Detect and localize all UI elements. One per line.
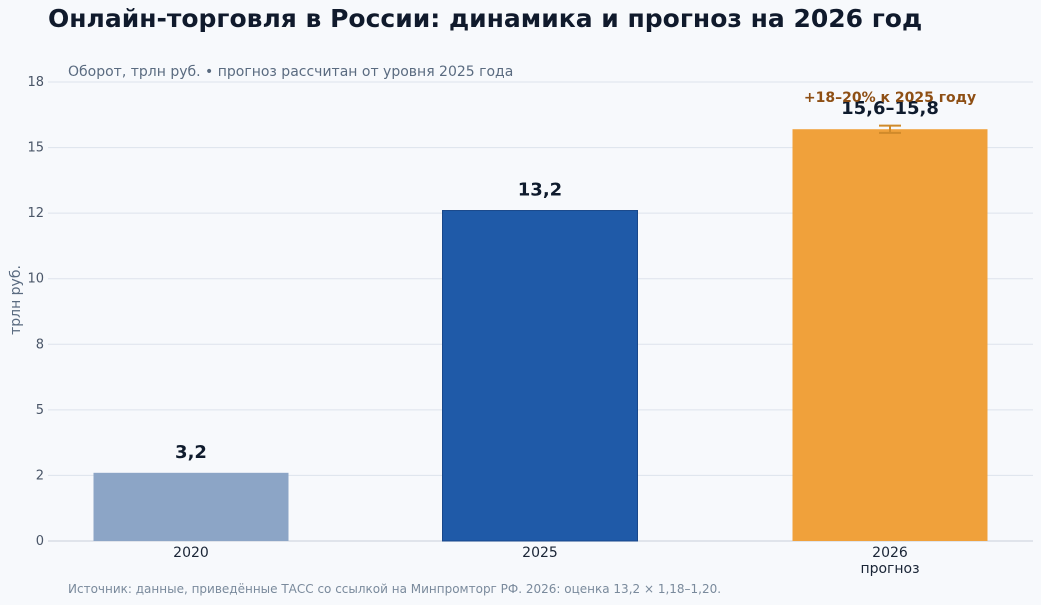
category-label-2020: 2020 bbox=[173, 545, 209, 561]
chart-title: Онлайн-торговля в России: динамика и про… bbox=[48, 4, 923, 33]
y-tick-label: 18 bbox=[27, 75, 44, 90]
value-label-2025: 13,2 bbox=[518, 180, 562, 201]
category-sublabel: прогноз bbox=[860, 561, 919, 577]
y-tick-label: 10 bbox=[27, 272, 44, 287]
y-tick-label: 2 bbox=[36, 468, 44, 483]
category-label-2025: 2025 bbox=[522, 545, 558, 561]
value-label-2026: 15,6–15,8 bbox=[841, 98, 939, 119]
value-label-2020: 3,2 bbox=[175, 442, 207, 463]
value-labels: 3,2 13,2 15,6–15,8+18–20% к 2025 году bbox=[175, 90, 976, 463]
forecast-annotation: +18–20% к 2025 году bbox=[804, 90, 976, 106]
bar-2020 bbox=[93, 472, 289, 541]
y-tick-label: 5 bbox=[36, 403, 44, 418]
y-axis-label: трлн руб. bbox=[8, 265, 24, 335]
y-tick-label: 8 bbox=[36, 337, 44, 352]
bars bbox=[93, 124, 988, 542]
y-tick-label: 0 bbox=[36, 534, 44, 549]
source-note: Источник: данные, приведённые ТАСС со сс… bbox=[68, 582, 722, 596]
bar-2026 bbox=[792, 129, 988, 541]
y-tick-label: 15 bbox=[27, 141, 44, 156]
category-label-2026: 2026 bbox=[872, 545, 908, 561]
y-axis-ticks: 0 2 5 8 10 12 15 18 bbox=[27, 75, 44, 549]
y-tick-label: 12 bbox=[27, 206, 44, 221]
bar-2025 bbox=[442, 210, 638, 542]
forecast-error-bar bbox=[879, 124, 901, 134]
chart-subtitle: Оборот, трлн руб. • прогноз рассчитан от… bbox=[68, 64, 514, 80]
